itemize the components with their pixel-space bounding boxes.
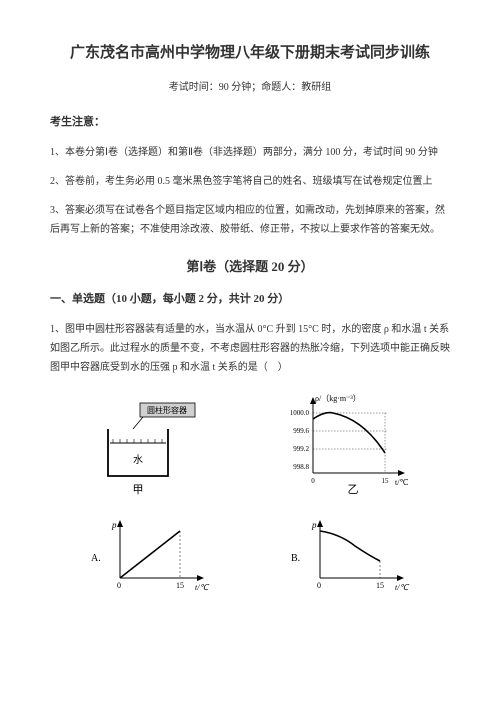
notice-item: 2、答卷前，考生务必用 0.5 毫米黑色签字笔将自己的姓名、班级填写在试卷规定位… [50, 172, 450, 191]
option-label: B. [291, 553, 300, 564]
question-figures: 圆柱形容器 水 甲 ρ/（kg [50, 391, 450, 496]
section-title: 第Ⅰ卷（选择题 20 分） [50, 255, 450, 278]
container-diagram: 圆柱形容器 水 甲 [88, 401, 198, 496]
option-b: B. p t/℃ 0 15 [285, 516, 415, 596]
question-text: 1、图甲中圆柱形容器装有适量的水，当水温从 0°C 升到 15°C 时，水的密度… [50, 320, 450, 377]
figure-caption: 甲 [132, 484, 143, 496]
ytick: 998.8 [293, 463, 309, 471]
option-a-chart: A. p t/℃ 0 15 [85, 516, 215, 596]
figure-yi: ρ/（kg·m⁻³） t/℃ 1000.0 999.6 999.2 998.8 … [273, 391, 413, 496]
container-label: 圆柱形容器 [147, 405, 187, 415]
xtick: 15 [381, 477, 389, 485]
density-chart: ρ/（kg·m⁻³） t/℃ 1000.0 999.6 999.2 998.8 … [273, 391, 413, 496]
ytick: 999.2 [293, 445, 309, 453]
notice-heading: 考生注意： [50, 113, 450, 133]
option-a: A. p t/℃ 0 15 [85, 516, 215, 596]
y-axis-label: ρ/（kg·m⁻³） [315, 394, 361, 403]
ytick: 999.6 [293, 427, 309, 435]
page-title: 广东茂名市高州中学物理八年级下册期末考试同步训练 [50, 40, 450, 67]
subsection-title: 一、单选题（10 小题，每小题 2 分，共计 20 分） [50, 290, 450, 310]
origin-label: 0 [117, 581, 121, 590]
y-axis-label: p [111, 520, 117, 530]
figure-caption: 乙 [347, 483, 358, 496]
y-axis-label: p [311, 520, 317, 530]
origin-label: 0 [317, 581, 321, 590]
option-label: A. [91, 553, 101, 564]
x-axis-label: t/℃ [395, 478, 408, 487]
notice-item: 1、本卷分第Ⅰ卷（选择题）和第Ⅱ卷（非选择题）两部分，满分 100 分，考试时间… [50, 143, 450, 162]
x-axis-label: t/℃ [195, 583, 209, 592]
options-row: A. p t/℃ 0 15 B. p t/℃ 0 15 [50, 516, 450, 596]
figure-jia: 圆柱形容器 水 甲 [88, 401, 198, 496]
ytick: 1000.0 [289, 409, 309, 417]
notice-item: 3、答案必须写在试卷各个题目指定区域内相应的位置，如需改动，先划掉原来的答案，然… [50, 201, 450, 239]
xtick: 15 [176, 581, 184, 590]
x-axis-label: t/℃ [395, 583, 409, 592]
xtick: 0 [311, 477, 315, 485]
page-subtitle: 考试时间：90 分钟；命题人：教研组 [50, 79, 450, 97]
xtick: 15 [376, 581, 384, 590]
option-b-chart: B. p t/℃ 0 15 [285, 516, 415, 596]
water-label: 水 [133, 454, 143, 466]
